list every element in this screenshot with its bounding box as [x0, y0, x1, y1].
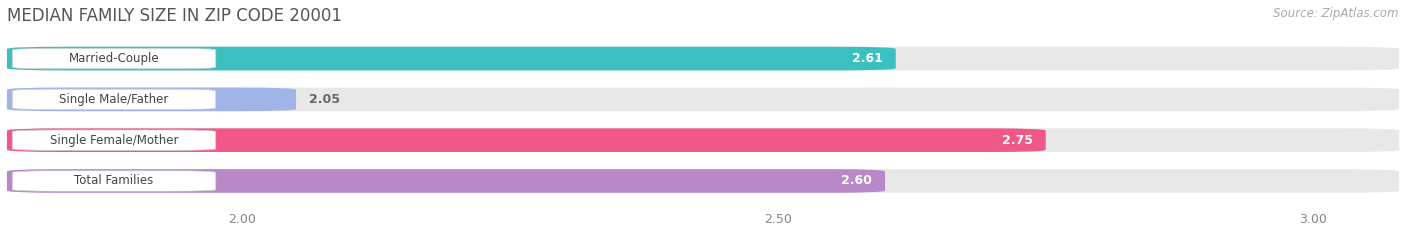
Text: Total Families: Total Families: [75, 175, 153, 188]
FancyBboxPatch shape: [7, 88, 1399, 111]
Text: Source: ZipAtlas.com: Source: ZipAtlas.com: [1274, 7, 1399, 20]
FancyBboxPatch shape: [13, 48, 215, 69]
FancyBboxPatch shape: [7, 128, 1046, 152]
Text: Single Female/Mother: Single Female/Mother: [49, 134, 179, 147]
FancyBboxPatch shape: [13, 130, 215, 150]
FancyBboxPatch shape: [7, 169, 884, 193]
Text: 2.60: 2.60: [841, 175, 872, 188]
Text: MEDIAN FAMILY SIZE IN ZIP CODE 20001: MEDIAN FAMILY SIZE IN ZIP CODE 20001: [7, 7, 342, 25]
FancyBboxPatch shape: [7, 47, 896, 70]
FancyBboxPatch shape: [7, 88, 297, 111]
FancyBboxPatch shape: [13, 171, 215, 191]
FancyBboxPatch shape: [7, 128, 1399, 152]
FancyBboxPatch shape: [7, 47, 1399, 70]
FancyBboxPatch shape: [13, 89, 215, 110]
Text: 2.61: 2.61: [852, 52, 883, 65]
FancyBboxPatch shape: [7, 169, 1399, 193]
Text: Single Male/Father: Single Male/Father: [59, 93, 169, 106]
Text: 2.75: 2.75: [1002, 134, 1033, 147]
Text: 2.05: 2.05: [309, 93, 340, 106]
Text: Married-Couple: Married-Couple: [69, 52, 159, 65]
